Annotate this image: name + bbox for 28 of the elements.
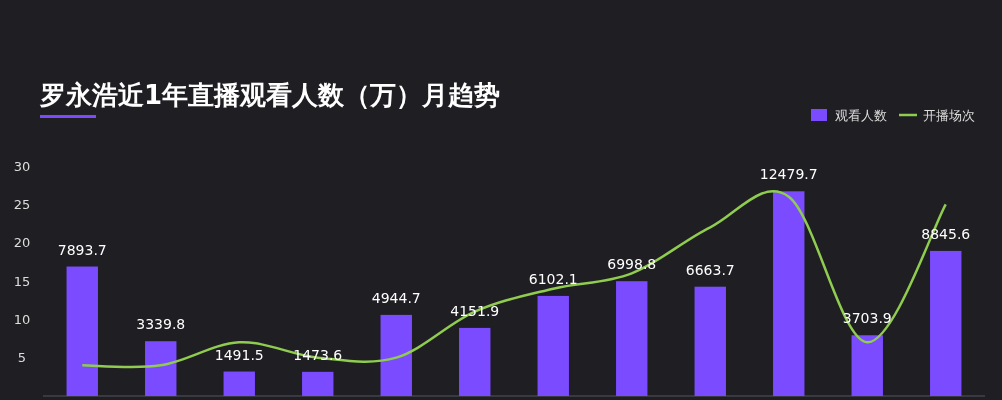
data-label: 12479.7 — [759, 166, 818, 183]
y-tick-label: 5 — [17, 350, 27, 366]
data-label: 3339.8 — [136, 316, 186, 333]
bar — [459, 327, 491, 396]
bar — [694, 286, 726, 396]
data-label: 7893.7 — [57, 241, 107, 258]
bar — [851, 335, 883, 396]
y-tick-label: 25 — [13, 196, 31, 212]
y-tick-label: 15 — [13, 273, 31, 289]
bar — [380, 314, 412, 396]
y-tick-label: 30 — [13, 158, 31, 174]
data-label: 6102.1 — [528, 270, 578, 287]
y-tick-label: 20 — [13, 235, 31, 251]
legend-label: 开播场次 — [923, 107, 975, 123]
bar — [145, 341, 177, 396]
data-label: 6663.7 — [685, 261, 735, 278]
bar — [773, 191, 805, 396]
bar — [616, 281, 648, 396]
bar — [930, 250, 962, 396]
bar — [302, 371, 334, 396]
data-label: 1491.5 — [214, 346, 264, 363]
y-tick-label: 10 — [13, 311, 31, 327]
chart-title: 罗永浩近1年直播观看人数（万）月趋势 — [39, 80, 501, 110]
legend-label: 观看人数 — [835, 107, 887, 123]
bar — [223, 371, 255, 396]
data-label: 4944.7 — [371, 289, 421, 306]
bar — [66, 266, 98, 396]
bar — [537, 295, 569, 396]
